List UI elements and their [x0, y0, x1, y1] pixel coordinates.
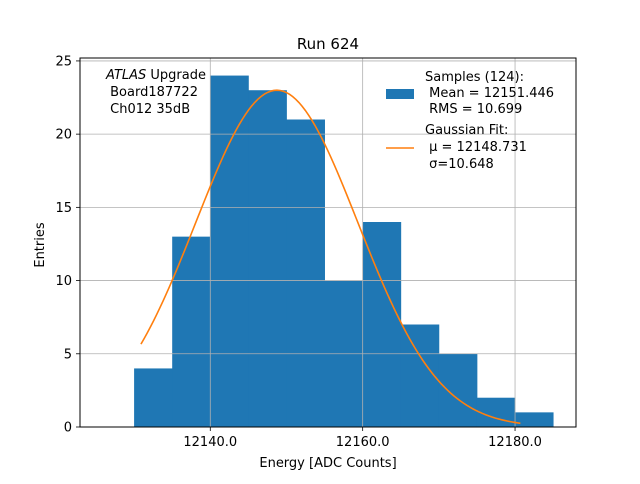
- y-tick-label-4: 20: [55, 128, 72, 143]
- annotation-line-1: ATLAS Upgrade: [105, 68, 206, 83]
- annotation-line-3: Ch012 35dB: [106, 102, 190, 117]
- histogram-bar-3: [248, 90, 287, 428]
- histogram-bar-9: [476, 397, 516, 427]
- axes-frame: [79, 57, 577, 428]
- y-tick-label-5: 25: [55, 54, 72, 69]
- histogram-bar-7: [400, 324, 440, 427]
- y-tick-label-2: 10: [55, 274, 72, 289]
- legend-fit-label: Gaussian Fit:: [425, 123, 508, 138]
- x-tick-label-2: 12180.0: [488, 435, 542, 450]
- x-axis-label: Energy [ADC Counts]: [259, 456, 396, 471]
- annotation-upgrade: Upgrade: [146, 68, 206, 83]
- x-axis-ticks: 12140.0 12160.0 12180.0: [183, 427, 542, 450]
- histogram-bar-1: [172, 236, 211, 427]
- y-axis-label: Entries: [33, 222, 48, 268]
- annotation-line-2: Board187722: [106, 85, 198, 100]
- legend-samples-swatch: [386, 89, 414, 99]
- histogram-bar-10: [515, 412, 554, 427]
- atlas-annotation: ATLAS Upgrade Board187722 Ch012 35dB: [105, 68, 206, 117]
- histogram-bar-0: [134, 368, 173, 427]
- legend-fit-mu: μ = 12148.731: [425, 140, 527, 155]
- y-axis-ticks: 0 5 10 15 20 25: [55, 54, 80, 436]
- y-tick-label-1: 5: [64, 347, 72, 362]
- legend-samples-rms: RMS = 10.699: [425, 102, 522, 117]
- legend-samples-label: Samples (124):: [425, 70, 524, 85]
- legend-samples-mean: Mean = 12151.446: [425, 86, 554, 101]
- gaussian-fit-curve: [140, 89, 521, 425]
- legend-fit-sigma: σ=10.648: [425, 157, 494, 172]
- histogram-bar-2: [210, 75, 249, 427]
- histogram-bar-4: [286, 119, 325, 427]
- annotation-atlas: ATLAS: [105, 68, 146, 83]
- y-tick-label-3: 15: [55, 201, 72, 216]
- legend: Samples (124): Mean = 12151.446 RMS = 10…: [386, 70, 554, 172]
- x-tick-label-1: 12160.0: [336, 435, 390, 450]
- x-tick-label-0: 12140.0: [183, 435, 237, 450]
- histogram-bar-8: [438, 353, 478, 427]
- y-tick-label-0: 0: [64, 421, 72, 436]
- chart-title: Run 624: [297, 35, 359, 53]
- histogram-bar-6: [362, 222, 402, 427]
